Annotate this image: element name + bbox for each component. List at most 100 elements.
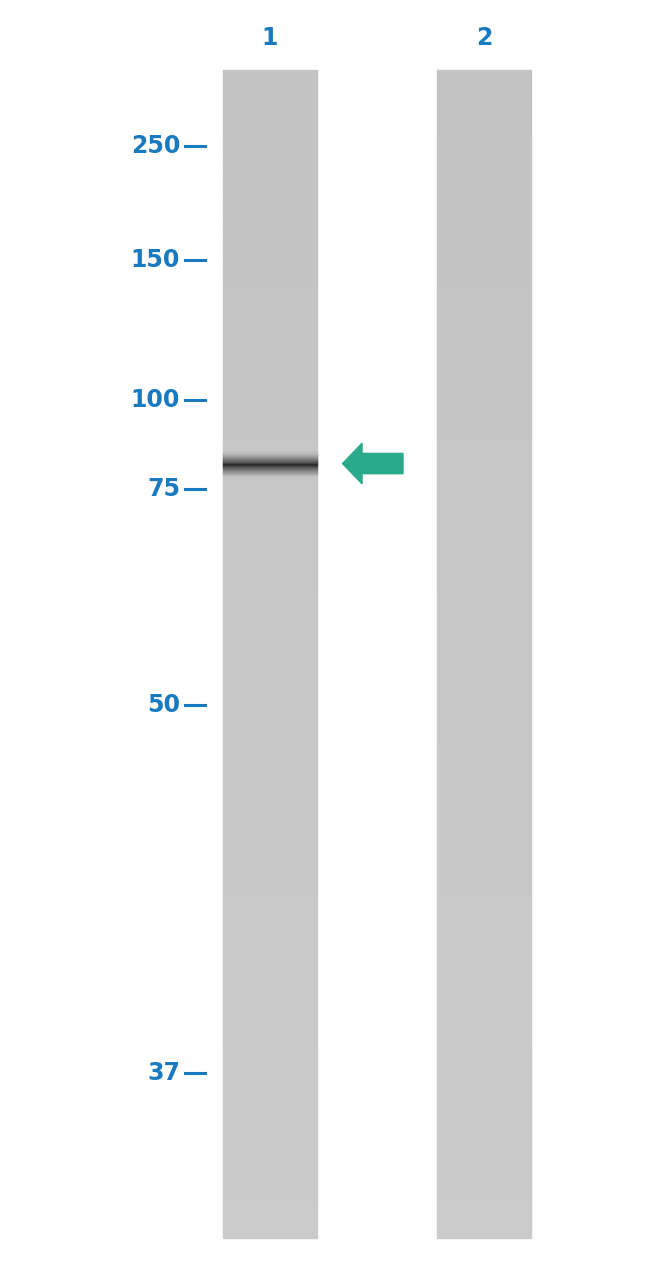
Bar (222, 344, 317, 351)
Bar (222, 216, 317, 222)
Bar (222, 560, 317, 566)
Bar (222, 198, 317, 204)
Bar (222, 812, 317, 818)
Bar (437, 555, 532, 560)
Bar (437, 607, 532, 613)
Bar (222, 409, 317, 414)
Bar (222, 1180, 317, 1186)
Bar (222, 110, 317, 117)
Bar (222, 613, 317, 618)
Bar (437, 333, 532, 339)
Bar (437, 935, 532, 940)
Bar (222, 443, 317, 450)
Bar (437, 263, 532, 268)
Bar (222, 870, 317, 876)
Bar (437, 560, 532, 566)
Bar (437, 420, 532, 427)
Bar (222, 573, 317, 578)
Bar (437, 690, 532, 695)
Bar (437, 70, 532, 76)
Bar (222, 508, 317, 514)
Bar (437, 180, 532, 187)
Bar (222, 1104, 317, 1110)
Bar (222, 677, 317, 683)
Bar (222, 859, 317, 865)
Bar (222, 735, 317, 742)
Bar (437, 526, 532, 531)
Bar (437, 485, 532, 490)
Bar (437, 1034, 532, 1040)
Bar (437, 695, 532, 701)
Bar (437, 304, 532, 310)
Bar (437, 928, 532, 935)
Bar (437, 257, 532, 263)
Bar (222, 1005, 317, 1011)
Bar (437, 975, 532, 982)
Bar (222, 964, 317, 969)
Bar (222, 695, 317, 701)
Bar (437, 987, 532, 993)
Bar (222, 297, 317, 304)
Bar (222, 93, 317, 99)
Bar (222, 1144, 317, 1151)
Bar (437, 514, 532, 519)
Bar (437, 946, 532, 952)
Bar (437, 1215, 532, 1220)
Bar (437, 1063, 532, 1069)
Bar (437, 1011, 532, 1016)
Bar (437, 1045, 532, 1052)
Bar (437, 1198, 532, 1203)
Bar (222, 164, 317, 169)
Bar (437, 398, 532, 403)
Bar (437, 648, 532, 654)
Bar (437, 1232, 532, 1238)
Bar (222, 544, 317, 549)
Bar (437, 1022, 532, 1027)
Text: 2: 2 (476, 27, 493, 50)
Bar (222, 660, 317, 665)
Bar (222, 1057, 317, 1063)
Bar (437, 812, 532, 818)
Bar (222, 497, 317, 502)
Bar (437, 175, 532, 180)
Bar (222, 519, 317, 526)
Bar (222, 88, 317, 93)
FancyArrow shape (343, 443, 403, 484)
Bar (222, 724, 317, 730)
Bar (222, 362, 317, 368)
Bar (222, 636, 317, 643)
Bar (222, 625, 317, 631)
Bar (222, 958, 317, 964)
Bar (437, 777, 532, 782)
Bar (437, 1139, 532, 1144)
Bar (222, 911, 317, 917)
Bar (437, 765, 532, 771)
Bar (222, 286, 317, 292)
Bar (222, 175, 317, 180)
Bar (437, 852, 532, 859)
Bar (437, 222, 532, 227)
Bar (222, 234, 317, 239)
Bar (437, 281, 532, 286)
Bar (437, 1081, 532, 1086)
Bar (437, 1151, 532, 1157)
Bar (222, 683, 317, 690)
Bar (222, 1139, 317, 1144)
Bar (222, 993, 317, 998)
Bar (222, 537, 317, 544)
Bar (437, 917, 532, 923)
Bar (222, 456, 317, 461)
Bar (222, 1016, 317, 1022)
Bar (437, 403, 532, 409)
Bar (222, 1074, 317, 1081)
Bar (437, 573, 532, 578)
Bar (437, 1005, 532, 1011)
Bar (222, 800, 317, 806)
Bar (222, 584, 317, 589)
Bar (437, 157, 532, 164)
Bar (222, 193, 317, 198)
Bar (437, 899, 532, 906)
Bar (437, 1162, 532, 1168)
Bar (222, 502, 317, 508)
Bar (437, 654, 532, 660)
